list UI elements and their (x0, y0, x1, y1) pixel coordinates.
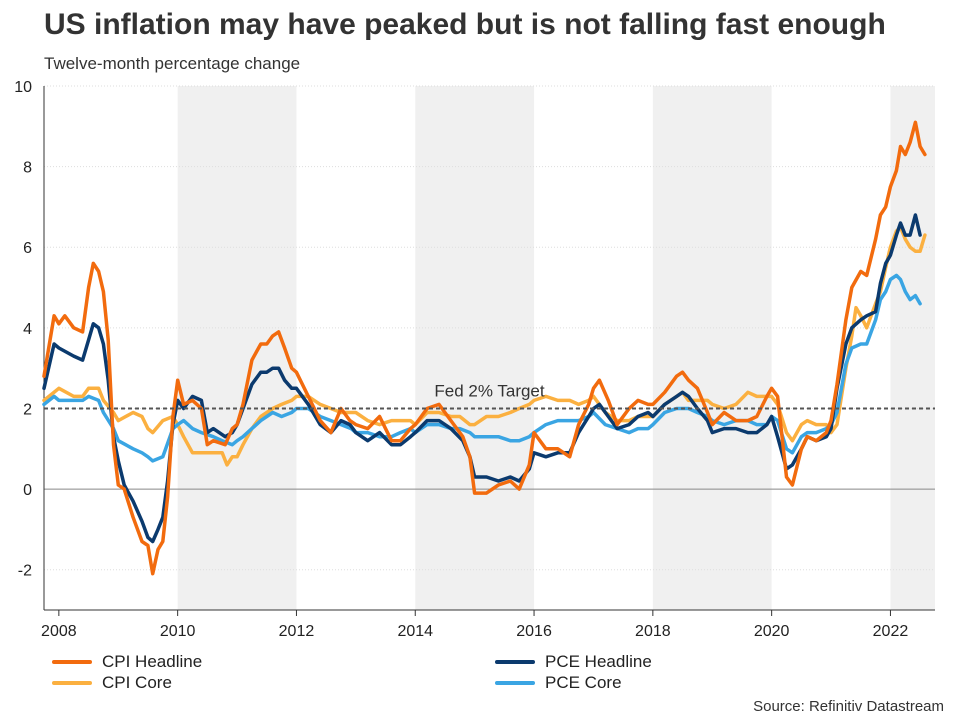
source-note: Source: Refinitiv Datastream (753, 698, 944, 715)
x-tick-label-0: 2008 (41, 623, 77, 640)
shaded-band-0 (177, 86, 297, 610)
shaded-band-3 (890, 86, 935, 610)
y-tick-label-2: 2 (23, 401, 32, 418)
y-tick-label-1: 0 (23, 482, 32, 499)
x-tick-label-2: 2012 (279, 623, 315, 640)
legend-swatch-pce-core (495, 681, 535, 685)
legend-label-cpi-core: CPI Core (102, 673, 172, 692)
series-line-pce-core (42, 273, 922, 463)
y-tick-label-3: 4 (23, 321, 32, 338)
y-tick-label-5: 8 (23, 160, 32, 177)
x-tick-label-6: 2020 (754, 623, 790, 640)
x-tick-label-5: 2018 (635, 623, 671, 640)
legend-swatch-cpi-core (52, 681, 92, 685)
fed-target-label: Fed 2% Target (434, 381, 545, 400)
legend-item-pce-core: PCE Core (495, 673, 622, 693)
legend-label-pce-core: PCE Core (545, 673, 622, 692)
y-tick-label-6: 10 (14, 79, 32, 96)
legend-swatch-pce-headline (495, 660, 535, 664)
shaded-band-1 (415, 86, 535, 610)
shaded-band-2 (652, 86, 772, 610)
legend-item-cpi-core: CPI Core (52, 673, 172, 693)
series-line-cpi-headline (42, 120, 927, 576)
legend-label-cpi-headline: CPI Headline (102, 652, 203, 671)
chart-title: US inflation may have peaked but is not … (44, 8, 886, 41)
y-tick-label-4: 6 (23, 240, 32, 257)
x-tick-label-3: 2014 (397, 623, 433, 640)
legend-item-cpi-headline: CPI Headline (52, 652, 202, 672)
legend-label-pce-headline: PCE Headline (545, 652, 652, 671)
legend-swatch-cpi-headline (52, 660, 92, 664)
legend-item-pce-headline: PCE Headline (495, 652, 652, 672)
x-tick-label-7: 2022 (873, 623, 909, 640)
y-tick-label-0: -2 (18, 563, 32, 580)
x-tick-label-4: 2016 (516, 623, 552, 640)
x-tick-label-1: 2010 (160, 623, 196, 640)
chart-subtitle: Twelve-month percentage change (44, 54, 301, 73)
